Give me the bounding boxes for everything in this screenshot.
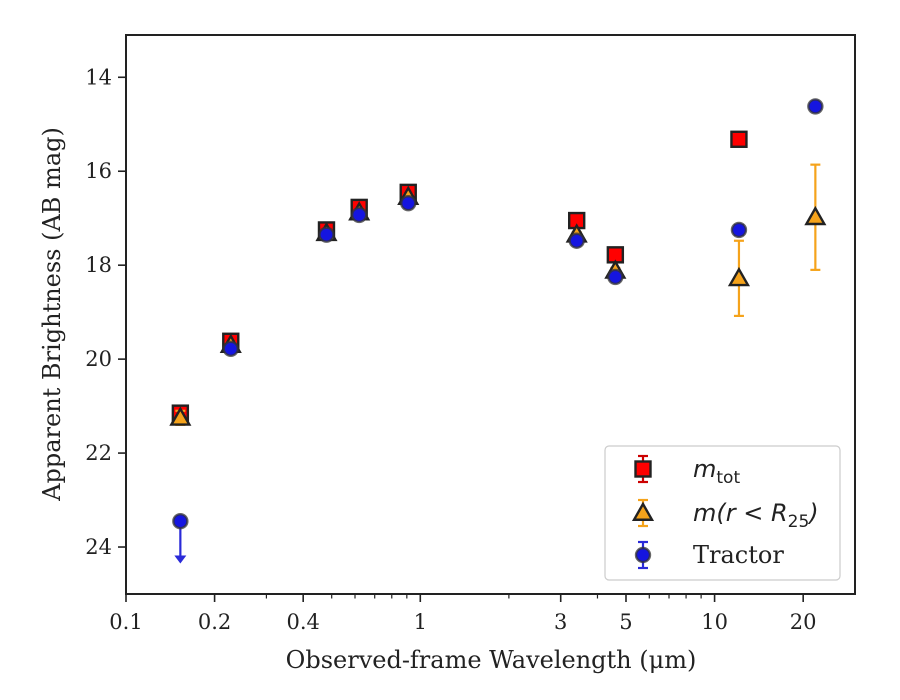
legend-label-subscript: 25	[788, 512, 810, 532]
upper-limit-arrowhead	[174, 555, 187, 564]
plot-frame	[125, 34, 856, 595]
x-tick-label: 1	[414, 610, 427, 634]
data-point-circle	[568, 232, 585, 249]
x-tick-label: 10	[701, 610, 728, 634]
data-marks	[169, 98, 827, 564]
data-point-circle	[222, 340, 239, 357]
x-tick-label: 0.4	[286, 610, 319, 634]
y-tick-label: 24	[85, 535, 112, 559]
x-tick-label: 0.1	[109, 610, 142, 634]
x-tick-label: 20	[790, 610, 817, 634]
axes-layer: 0.1 0.2 0.4 1 3 5 10 20 14 16 18 20 22 24	[85, 34, 856, 634]
data-point-circle	[318, 226, 335, 243]
data-point-triangle	[727, 266, 751, 287]
data-point-circle	[172, 512, 189, 530]
y-axis-label: Apparent Brightness (AB mag)	[38, 127, 66, 502]
legend-box	[604, 445, 841, 581]
legend-label-main: m	[693, 455, 716, 483]
x-tick-label: 0.2	[198, 610, 231, 634]
legend-label-suffix: )	[807, 499, 818, 527]
x-axis-label: Observed-frame Wavelength (μm)	[286, 646, 697, 674]
legend-label: Tractor	[693, 541, 784, 569]
series-triangle	[169, 163, 827, 426]
y-tick-label: 22	[85, 441, 112, 465]
legend-label: mtot	[693, 455, 740, 488]
legend-marker-circle	[634, 546, 652, 564]
legend-marker-square	[634, 460, 652, 478]
legend-marker-triangle	[631, 501, 655, 521]
data-point-circle	[607, 268, 624, 286]
legend: mtot m(r < R25) Tractor	[604, 445, 841, 581]
legend-label-main: m(r < R	[693, 499, 788, 527]
legend-label: m(r < R25)	[693, 499, 819, 532]
legend-label-main: Tractor	[693, 541, 784, 569]
y-tick-label: 16	[85, 159, 112, 183]
legend-label-subscript: tot	[716, 468, 740, 488]
data-point-circle	[730, 221, 748, 239]
y-tick-label: 14	[85, 65, 112, 89]
data-point-square	[730, 130, 748, 148]
data-point-circle	[807, 98, 824, 115]
series-circle	[172, 98, 824, 564]
data-point-circle	[350, 206, 368, 224]
data-point-triangle	[169, 406, 192, 426]
data-point-circle	[400, 194, 417, 212]
y-tick-label: 18	[85, 253, 112, 277]
y-tick-label: 20	[85, 347, 112, 371]
x-tick-label: 5	[619, 610, 632, 634]
series-square	[171, 130, 748, 422]
data-point-triangle	[804, 205, 827, 226]
x-tick-label: 3	[554, 610, 567, 634]
